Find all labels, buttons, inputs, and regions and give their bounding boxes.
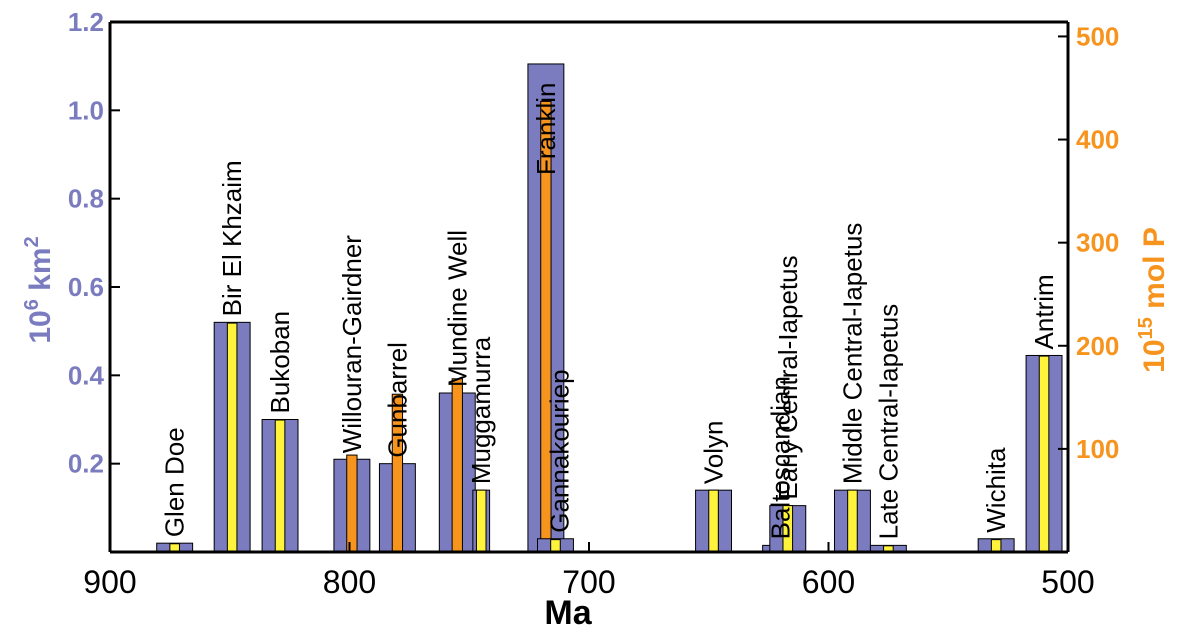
- province-label: Willouran-Gairdner: [337, 235, 367, 454]
- province-label: Bukoban: [265, 311, 295, 414]
- x-tick-label: 700: [562, 564, 615, 600]
- province-label: Glen Doe: [160, 427, 190, 537]
- y-right-tick-label: 300: [1076, 228, 1119, 258]
- y-right-tick-label: 200: [1076, 331, 1119, 361]
- y-left-tick-label: 1.2: [68, 7, 104, 37]
- phosphorus-bar: [475, 489, 487, 553]
- y-left-tick-label: 0.2: [68, 449, 104, 479]
- ticks-layer: 900 800 700 600 500 0.2 0.4 0.6 0.8 1.0 1.2 100 200 3…: [68, 7, 1120, 600]
- plot-frame: [108, 20, 1070, 554]
- phosphorus-bar: [346, 454, 358, 553]
- phosphorus-bar: [990, 539, 1002, 553]
- x-axis-title: Ma: [544, 594, 592, 632]
- province-label: Mundine Well: [442, 230, 472, 387]
- x-tick-label: 900: [83, 564, 136, 600]
- province-label: Franklin: [531, 83, 561, 175]
- province-label: Wichita: [981, 447, 1011, 533]
- province-label: Antrim: [1029, 274, 1059, 349]
- phosphorus-bar: [847, 489, 858, 553]
- y-right-tick-label: 400: [1076, 125, 1119, 155]
- province-label: Baltoscandian: [766, 376, 796, 539]
- province-label: Gannakouriep: [544, 369, 574, 532]
- bar-labels-layer: Glen Doe Bir El Khzaim Bukoban Willouran-Ga…: [160, 83, 1059, 540]
- y-axis-right-title: 1015 mol P: [1135, 227, 1171, 373]
- province-label: Muggamurra: [466, 336, 496, 484]
- province-label: Middle Central-Iapetus: [837, 223, 867, 485]
- x-tick-label: 600: [802, 564, 855, 600]
- x-tick-label: 500: [1041, 564, 1094, 600]
- y-left-tick-label: 1.0: [68, 95, 104, 125]
- y-left-tick-label: 0.8: [68, 184, 104, 214]
- province-label: Late Central-Iapetus: [873, 304, 903, 540]
- phosphorus-bar: [226, 322, 238, 553]
- phosphorus-bar: [1038, 355, 1050, 553]
- phosphorus-bar: [274, 419, 286, 553]
- y-axis-left-title: 106 km2: [21, 236, 57, 343]
- y-right-tick-label: 100: [1076, 434, 1119, 464]
- phosphorus-bar: [550, 539, 561, 553]
- phosphorus-bar: [708, 489, 719, 553]
- bars-layer: [156, 63, 1063, 553]
- province-label: Early Central-Iapetus: [773, 255, 803, 499]
- province-label: Volyn: [699, 421, 729, 485]
- x-tick-label: 800: [323, 564, 376, 600]
- province-label: Gunbarrel: [382, 342, 412, 458]
- province-label: Bir El Khzaim: [217, 160, 247, 316]
- y-left-tick-label: 0.6: [68, 272, 104, 302]
- y-right-tick-label: 500: [1076, 21, 1119, 51]
- phosphorus-bar: [451, 378, 463, 553]
- y-left-tick-label: 0.4: [68, 360, 105, 390]
